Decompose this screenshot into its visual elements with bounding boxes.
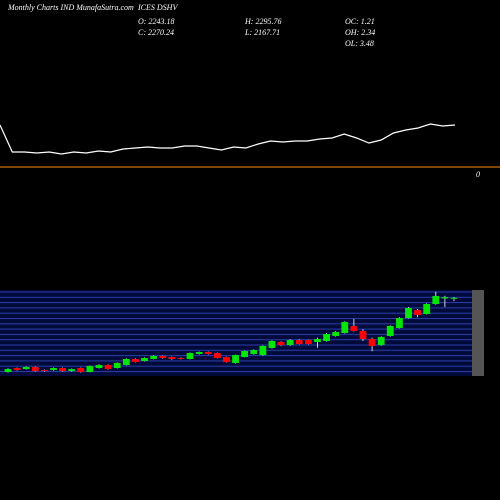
stat: H: 2295.76 [244,17,281,26]
chart-title: Monthly Charts IND MunafaSutra.com [7,3,134,12]
stat: O: 2243.18 [138,17,174,26]
candle-body [95,365,103,368]
candle-body [368,338,376,346]
candle-body [77,367,85,373]
candle-body [13,367,21,371]
candle-body [150,355,158,359]
candle-body [405,307,412,319]
candle-body [204,352,212,354]
candle-body [277,341,285,346]
stat: OH: 2.34 [345,28,375,37]
candle-body [195,352,203,354]
candle-body [86,365,94,373]
candle-body [441,297,449,299]
candle-body [113,362,121,368]
candle-body [132,358,139,363]
level-label: 0 [476,170,480,179]
candle-body [450,297,458,299]
candle-body [259,345,267,356]
candle-body [359,331,367,339]
candle-body [31,367,39,371]
candle-body [59,367,67,371]
candle-body [395,318,403,329]
candle-panel [0,290,472,376]
candle-body [268,341,276,349]
candle-body [323,333,330,341]
candle-body [22,367,30,370]
candle-body [250,350,258,354]
candle-body [386,326,394,337]
candle-body [50,367,57,371]
candle-body [122,358,130,366]
stat: OC: 1.21 [345,17,375,26]
candle-body [423,304,431,315]
candle-body [68,369,76,371]
stat: C: 2270.24 [138,28,174,37]
candle-body [341,321,349,334]
symbol: ICES DSHV [137,3,178,12]
candle-body [186,353,194,359]
price-axis [472,290,484,376]
stat: L: 2167.71 [244,28,280,37]
candle-body [314,338,321,342]
candle-body [4,369,12,373]
candle-body [350,326,358,332]
candle-body [304,340,312,344]
candle-body [286,340,294,346]
candle-body [213,353,221,358]
candle-body [241,350,249,358]
candle-body [414,309,422,315]
candle-body [141,358,148,361]
candle-body [332,331,340,337]
stat: OL: 3.48 [345,39,374,48]
candle-body [432,295,440,305]
indicator-line [0,123,456,155]
candle-body [104,365,112,370]
candle-body [40,370,48,372]
candle-body [377,336,385,346]
candle-body [159,355,167,358]
candle-body [223,357,230,363]
candle-body [168,357,176,359]
candle-body [232,355,239,363]
candle-body [177,358,185,359]
candle-body [295,340,303,344]
